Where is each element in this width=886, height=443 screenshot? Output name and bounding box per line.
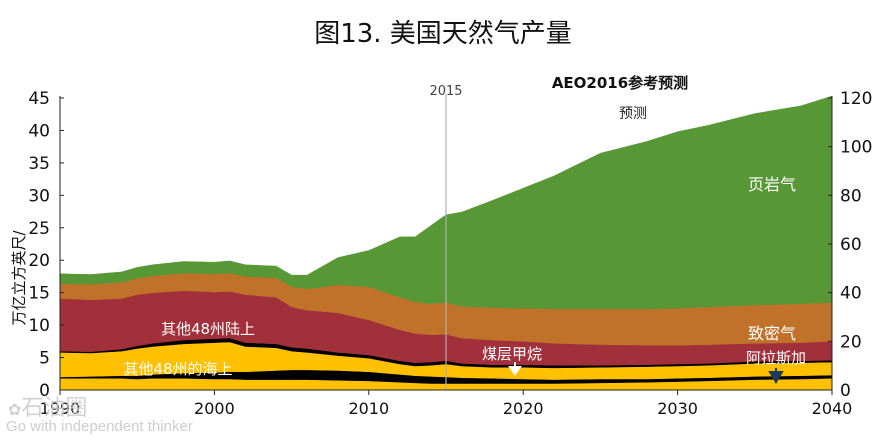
label-lower48-offshore: 其他48州的海上 [123, 360, 232, 378]
x-tick-label: 2040 [812, 399, 853, 418]
y-right-tick-label: 100 [840, 138, 872, 158]
chart-title: 图13. 美国天然气产量 [314, 19, 572, 49]
y-axis-title-left: 万亿立方英尺/ [10, 230, 28, 326]
label-tight-gas: 致密气 [748, 324, 796, 343]
x-tick-label: 2030 [657, 399, 698, 418]
y-right-tick-label: 80 [840, 186, 862, 206]
y-left-tick-label: 0 [39, 381, 50, 401]
y-left-tick-label: 40 [28, 121, 50, 141]
x-tick-label: 2000 [194, 399, 235, 418]
y-right-tick-label: 40 [840, 284, 862, 304]
y-right-tick-label: 120 [840, 89, 872, 109]
x-tick-label: 1990 [40, 399, 81, 418]
arrow-icon-cbm [508, 362, 522, 376]
y-left-tick-label: 20 [28, 251, 50, 271]
y-right-tick-label: 0 [840, 381, 851, 401]
divider-label: 2015 [429, 84, 462, 99]
y-right-tick-label: 20 [840, 332, 862, 352]
y-left-tick-label: 10 [28, 316, 50, 336]
y-left-tick-label: 15 [28, 284, 50, 304]
y-left-tick-label: 35 [28, 154, 50, 174]
x-tick-label: 2020 [503, 399, 544, 418]
label-shale-gas: 页岩气 [748, 175, 796, 194]
y-left-tick-label: 25 [28, 219, 50, 239]
label-alaska: 阿拉斯加 [746, 349, 806, 367]
label-coalbed-methane: 煤层甲烷 [482, 345, 542, 363]
arrow-icon-alaska [768, 368, 784, 384]
watermark-brand: ✿石油圈 [8, 395, 88, 420]
y-right-tick-label: 60 [840, 235, 862, 255]
y-left-tick-label: 45 [28, 89, 50, 109]
y-left-tick-label: 30 [28, 186, 50, 206]
leaf-icon: ✿ [8, 402, 22, 419]
y-left-tick-label: 5 [39, 349, 50, 369]
label-lower48-onshore: 其他48州陆上 [161, 320, 255, 338]
x-tick-label: 2010 [348, 399, 389, 418]
watermark-tagline: Go with independent thinker [6, 418, 193, 435]
forecast-label: 预测 [619, 106, 647, 122]
chart-subtitle: AEO2016参考预测 [552, 74, 688, 92]
